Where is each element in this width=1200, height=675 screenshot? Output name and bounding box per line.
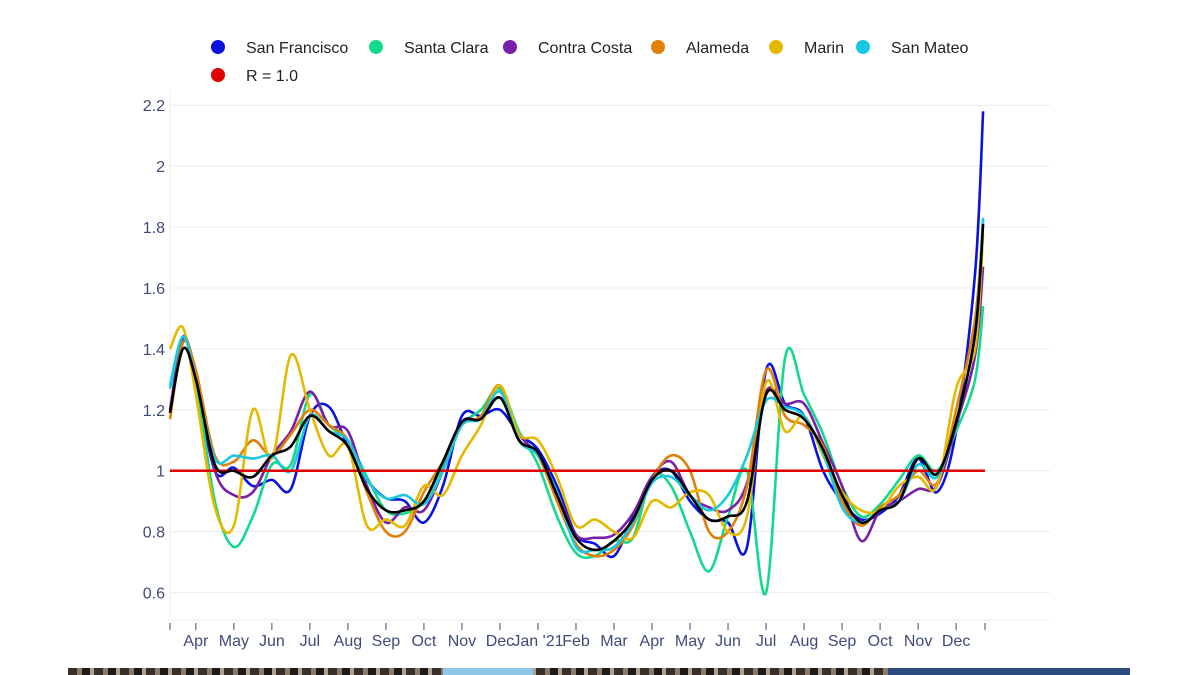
legend-label: Contra Costa: [538, 40, 632, 57]
y-tick-label: 0.6: [143, 586, 165, 603]
x-tick-label: Dec: [942, 633, 970, 650]
y-axis: 0.6 0.8 1 1.2 1.4 1.6 1.8 2 2.2: [143, 98, 165, 602]
legend-item[interactable]: Alameda: [651, 40, 749, 57]
series-line-average: [168, 223, 985, 552]
legend-item[interactable]: Contra Costa: [503, 40, 632, 57]
x-tick-label: Mar: [600, 633, 628, 650]
legend-label: San Mateo: [891, 40, 968, 57]
x-tick-label: Aug: [334, 633, 362, 650]
legend-label: Santa Clara: [404, 40, 489, 57]
x-tick-label: Apr: [183, 633, 209, 650]
background-photo-strip: [68, 668, 1130, 675]
legend-marker-icon: [503, 40, 517, 54]
x-tick-label: Aug: [790, 633, 818, 650]
legend: San Francisco Santa Clara Contra Costa Alam…: [211, 40, 968, 85]
series-line-alameda: [168, 220, 985, 558]
x-tick-label: Jul: [300, 633, 320, 650]
x-tick-label: Jul: [756, 633, 776, 650]
legend-item[interactable]: Marin: [769, 40, 844, 57]
legend-label: San Francisco: [246, 40, 348, 57]
legend-label: R = 1.0: [246, 68, 298, 85]
x-tick-label: Apr: [640, 633, 666, 650]
y-tick-label: 0.8: [143, 525, 165, 542]
y-tick-label: 1.2: [143, 403, 165, 420]
x-tick-label: Nov: [904, 633, 932, 650]
series-line-contra-costa: [168, 266, 985, 543]
y-tick-label: 1.4: [143, 342, 165, 359]
x-tick-label: May: [219, 633, 249, 650]
gridlines: [169, 90, 1050, 621]
series-line-marin: [168, 233, 985, 541]
legend-marker-icon: [369, 40, 383, 54]
legend-marker-icon: [651, 40, 665, 54]
x-tick-label: Jan '21: [512, 633, 563, 650]
series-line-santa-clara: [168, 306, 985, 596]
x-tick-label: Sep: [828, 633, 857, 650]
x-tick-label: Feb: [562, 633, 590, 650]
legend-marker-icon: [856, 40, 870, 54]
x-tick-label: Nov: [448, 633, 476, 650]
legend-label: Marin: [804, 40, 844, 57]
series-line-san-francisco: [168, 111, 985, 559]
x-tick-label: Dec: [486, 633, 514, 650]
legend-item[interactable]: R = 1.0: [211, 68, 298, 85]
x-tick-label: May: [675, 633, 705, 650]
x-tick-label: Oct: [868, 633, 893, 650]
x-tick-label: Jun: [715, 633, 741, 650]
series-lines: [168, 111, 985, 596]
legend-item[interactable]: Santa Clara: [369, 40, 489, 57]
x-tick-label: Jun: [259, 633, 285, 650]
x-tick-label: Sep: [372, 633, 401, 650]
y-tick-label: 2: [156, 159, 165, 176]
y-tick-label: 2.2: [143, 98, 165, 115]
y-tick-label: 1: [156, 464, 165, 481]
y-tick-label: 1.8: [143, 220, 165, 237]
x-tick-label: Oct: [411, 633, 436, 650]
legend-item[interactable]: San Francisco: [211, 40, 348, 57]
legend-label: Alameda: [686, 40, 749, 57]
y-tick-label: 1.6: [143, 281, 165, 298]
legend-marker-icon: [211, 68, 225, 82]
legend-marker-icon: [211, 40, 225, 54]
legend-marker-icon: [769, 40, 783, 54]
legend-item[interactable]: San Mateo: [856, 40, 968, 57]
series-line-san-mateo: [168, 217, 985, 554]
